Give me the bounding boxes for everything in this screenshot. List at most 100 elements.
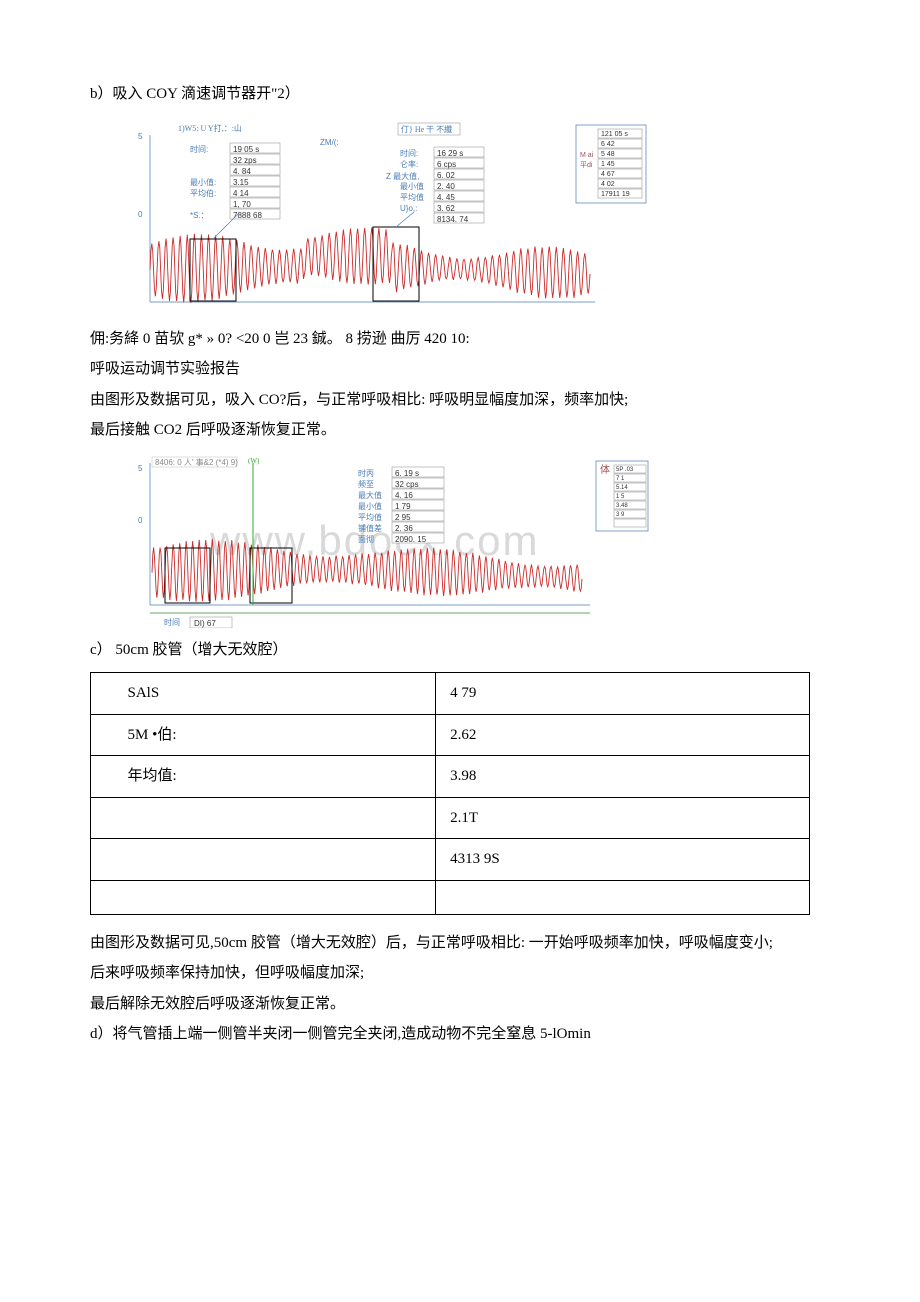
table-cell: 4313 9S [436,839,810,881]
svg-text:17911 19: 17911 19 [601,191,630,198]
svg-text:4 67: 4 67 [601,171,615,178]
svg-text:频至: 频至 [358,479,374,489]
chart-co2-recovery: www.bdocx.com 8406: 0 人' 事&2 (*4) 9) 5 0… [90,453,650,628]
svg-text:4. 84: 4. 84 [233,167,251,176]
chart2-waveform [152,538,582,601]
svg-text:时间:: 时间: [190,144,208,154]
svg-text:平di: 平di [580,161,593,169]
svg-text:1 5: 1 5 [616,494,625,500]
chart1-header-left: 1)W5: U Y打,：:山 [178,123,242,133]
svg-text:5.14: 5.14 [616,485,628,491]
recovery-line: 最后接触 CO2 后呼吸逐渐恢复正常。 [60,416,860,445]
chart1-zm-label: ZM/(: [320,138,339,147]
svg-text:4. 16: 4. 16 [395,491,413,500]
table-cell: 年均值: [91,756,436,798]
svg-text:2. 40: 2. 40 [437,182,455,191]
svg-text:16 29 s: 16 29 s [437,149,463,158]
svg-text:U}o,:: U}o,: [400,204,417,213]
table-row: 年均值:3.98 [91,756,810,798]
chart2-cursor-label: (W) [248,457,260,465]
document-body: b）吸入 COY 滴速调节器开"2） 1)W5: U Y打,：:山 仃} He … [60,80,860,1049]
section-c-para1: 由图形及数据可见,50cm 胶管（增大无效腔）后，与正常呼吸相比: 一开始呼吸频… [60,929,860,958]
svg-text:4 14: 4 14 [233,189,249,198]
chart2-header-text: 8406: 0 人' 事&2 (*4) 9) [155,457,238,467]
table-row: 4313 9S [91,839,810,881]
table-cell [91,839,436,881]
chart2-callout: 时丙6. 19 s频至32 cps最大值4. 16最小值1 79平均值2 95铺… [358,467,444,544]
svg-text:3.48: 3.48 [616,503,628,509]
table-cell: SAlS [91,673,436,715]
svg-text:8134. 74: 8134. 74 [437,215,469,224]
svg-text:面彻: 面彻 [358,534,374,544]
table-cell: 2.62 [436,714,810,756]
svg-text:最小值: 最小值 [400,181,424,191]
ytick: 0 [138,516,143,525]
svg-text:6 cps: 6 cps [437,160,456,169]
svg-text:最大值: 最大值 [358,490,382,500]
table-row [91,880,810,914]
svg-text:Z 最大值,: Z 最大值, [386,171,419,181]
svg-text:平均伯:: 平均伯: [190,188,216,198]
chart1-left-callout: 时间: 19 05 s 32 zps 4. 84 最小值: 3.15 平均伯: 4 14 1, … [190,143,280,220]
svg-text:7 1: 7 1 [616,476,625,482]
leader [213,212,240,239]
svg-text:2090. 15: 2090. 15 [395,535,427,544]
leader [396,212,414,227]
svg-text:7888 68: 7888 68 [233,211,262,220]
section-c-heading: c） 50cm 胶管（增大无效腔） [60,636,860,665]
section-b-heading: b）吸入 COY 滴速调节器开"2） [60,80,860,109]
svg-text:体: 体 [600,464,610,476]
chart1-side-panel: 121 05 s6 42M ai5 48平di1 454 674 0217911… [576,125,646,203]
svg-text:3 9: 3 9 [616,512,625,518]
svg-text:32 cps: 32 cps [395,480,419,489]
svg-text:6. 19 s: 6. 19 s [395,469,419,478]
chart2-side-panel: 体 5P .03 7 1 5.14 1 5 3.48 3 9 [596,461,648,531]
svg-text:最小值:: 最小值: [190,177,216,187]
section-d-heading: d）将气管插上端一侧管半夹闭一侧管完全夹闭,造成动物不完全窒息 5-lOmin [60,1020,860,1049]
report-title-line: 呼吸运动调节实验报告 [60,355,860,384]
chart1-svg: 1)W5: U Y打,：:山 仃} He 干 不纖 ZM/(: 5 0 时间:1… [90,117,650,317]
svg-text:仑率:: 仑率: [400,159,418,169]
svg-text:3.15: 3.15 [233,178,249,187]
ytick: 5 [138,464,143,473]
svg-text:32 zps: 32 zps [233,156,257,165]
table-row: 5M •伯:2.62 [91,714,810,756]
section-c-para2: 后来呼吸频率保持加快，但呼吸幅度加深; [60,959,860,988]
svg-text:4 02: 4 02 [601,181,615,188]
svg-text:3. 62: 3. 62 [437,204,455,213]
svg-text:*S.：: *S.： [190,211,209,220]
svg-text:6. 02: 6. 02 [437,171,455,180]
svg-text:2. 36: 2. 36 [395,524,413,533]
svg-text:平均值: 平均值 [400,192,424,202]
svg-text:121 05 s: 121 05 s [601,131,628,138]
svg-text:6 42: 6 42 [601,141,615,148]
data-table-50cm: SAlS4 795M •伯:2.62年均值:3.982.1T4313 9S [90,672,810,915]
chart2-bottom-label: 时间 [164,617,180,627]
table-cell: 3.98 [436,756,810,798]
section-c-para3: 最后解除无效腔后呼吸逐渐恢复正常。 [60,990,860,1019]
chart1-header-right: 仃} He 干 不纖 [401,124,452,134]
svg-text:M ai: M ai [580,152,594,159]
svg-text:最小值: 最小值 [358,501,382,511]
svg-text:1, 70: 1, 70 [233,200,251,209]
svg-text:2 95: 2 95 [395,513,411,522]
table-cell: 2.1T [436,797,810,839]
svg-text:4. 45: 4. 45 [437,193,455,202]
chart-co2-inhale: 1)W5: U Y打,：:山 仃} He 干 不纖 ZM/(: 5 0 时间:1… [90,117,650,317]
svg-text:19 05 s: 19 05 s [233,145,259,154]
table-cell: 4 79 [436,673,810,715]
garbled-line: 佣:务絳 0 苗欤 g* » 0? <20 0 岂 23 鋮。 8 捞逊 曲厉 … [60,325,860,354]
table-row: SAlS4 79 [91,673,810,715]
table-row: 2.1T [91,797,810,839]
svg-text:时间:: 时间: [400,148,418,158]
svg-text:铺值差: 铺值差 [358,523,382,533]
svg-text:5P .03: 5P .03 [616,467,634,473]
ytick: 0 [138,210,143,219]
svg-text:1 45: 1 45 [601,161,615,168]
table-cell [436,880,810,914]
table-cell [91,880,436,914]
svg-text:平均值: 平均值 [358,512,382,522]
svg-text:1 79: 1 79 [395,502,411,511]
chart2-svg: 8406: 0 人' 事&2 (*4) 9) 5 0 时丙6. 19 s频至32… [90,453,650,628]
table-cell: 5M •伯: [91,714,436,756]
